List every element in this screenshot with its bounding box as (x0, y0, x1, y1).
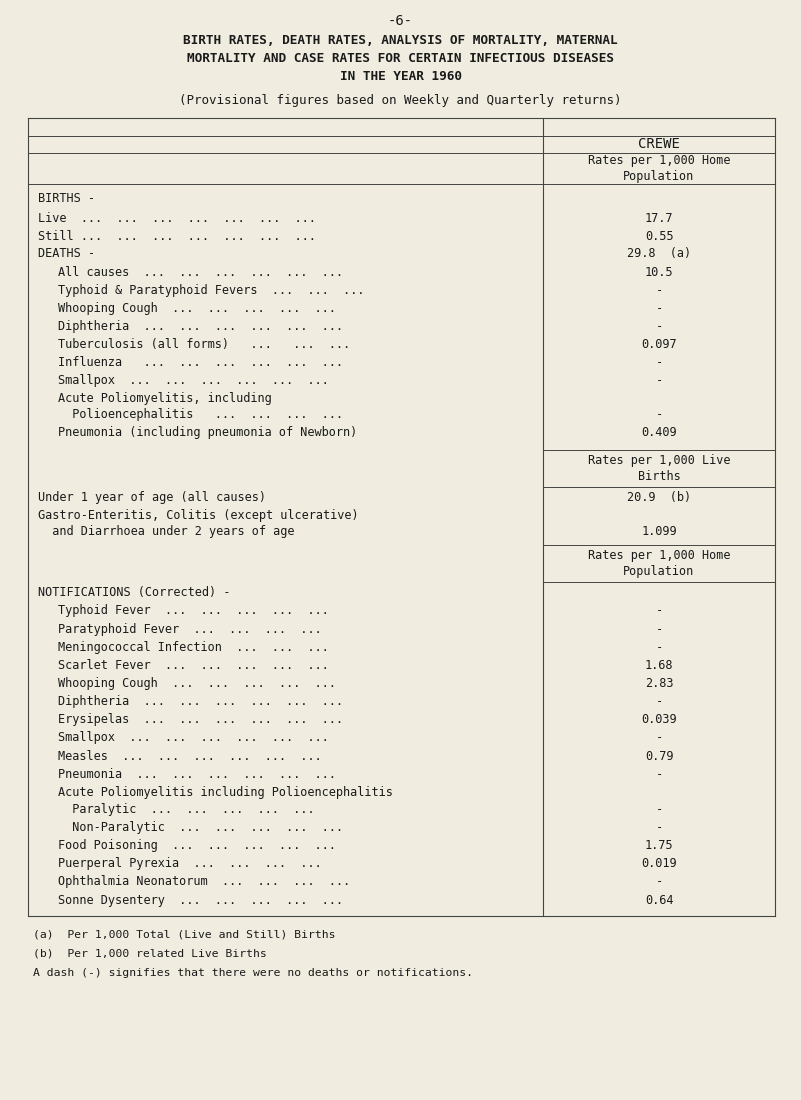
Text: Typhoid & Paratyphoid Fevers  ...  ...  ...: Typhoid & Paratyphoid Fevers ... ... ... (58, 284, 364, 297)
Text: A dash (-) signifies that there were no deaths or notifications.: A dash (-) signifies that there were no … (33, 968, 473, 978)
Text: -: - (655, 408, 662, 421)
Text: BIRTHS -: BIRTHS - (38, 192, 95, 205)
Text: Rates per 1,000 Home
Population: Rates per 1,000 Home Population (588, 549, 731, 579)
Text: Non-Paralytic  ...  ...  ...  ...  ...: Non-Paralytic ... ... ... ... ... (58, 821, 343, 834)
Text: -6-: -6- (388, 14, 413, 28)
Text: 17.7: 17.7 (645, 211, 674, 224)
Text: Typhoid Fever  ...  ...  ...  ...  ...: Typhoid Fever ... ... ... ... ... (58, 604, 328, 617)
Text: -: - (655, 695, 662, 708)
Text: (b)  Per 1,000 related Live Births: (b) Per 1,000 related Live Births (33, 949, 267, 959)
Text: 1.75: 1.75 (645, 839, 674, 853)
Text: Scarlet Fever  ...  ...  ...  ...  ...: Scarlet Fever ... ... ... ... ... (58, 659, 328, 672)
Text: -: - (655, 302, 662, 315)
Text: IN THE YEAR 1960: IN THE YEAR 1960 (340, 70, 461, 82)
Text: MORTALITY AND CASE RATES FOR CERTAIN INFECTIOUS DISEASES: MORTALITY AND CASE RATES FOR CERTAIN INF… (187, 52, 614, 65)
Text: BIRTH RATES, DEATH RATES, ANALYSIS OF MORTALITY, MATERNAL: BIRTH RATES, DEATH RATES, ANALYSIS OF MO… (183, 34, 618, 47)
Text: 29.8  (a): 29.8 (a) (627, 246, 691, 260)
Text: DEATHS -: DEATHS - (38, 246, 95, 260)
Text: and Diarrhoea under 2 years of age: and Diarrhoea under 2 years of age (38, 526, 295, 538)
Text: Puerperal Pyrexia  ...  ...  ...  ...: Puerperal Pyrexia ... ... ... ... (58, 857, 322, 870)
Text: Sonne Dysentery  ...  ...  ...  ...  ...: Sonne Dysentery ... ... ... ... ... (58, 893, 343, 906)
Text: Influenza   ...  ...  ...  ...  ...  ...: Influenza ... ... ... ... ... ... (58, 355, 343, 368)
Text: 0.55: 0.55 (645, 230, 674, 243)
Text: Rates per 1,000 Home
Population: Rates per 1,000 Home Population (588, 154, 731, 184)
Text: Gastro-Enteritis, Colitis (except ulcerative): Gastro-Enteritis, Colitis (except ulcera… (38, 508, 359, 521)
Text: -: - (655, 320, 662, 333)
Text: -: - (655, 374, 662, 387)
Text: Polioencephalitis   ...  ...  ...  ...: Polioencephalitis ... ... ... ... (58, 408, 343, 421)
Text: Food Poisoning  ...  ...  ...  ...  ...: Food Poisoning ... ... ... ... ... (58, 839, 336, 853)
Text: -: - (655, 604, 662, 617)
Text: -: - (655, 876, 662, 889)
Text: Whooping Cough  ...  ...  ...  ...  ...: Whooping Cough ... ... ... ... ... (58, 676, 336, 690)
Text: NOTIFICATIONS (Corrected) -: NOTIFICATIONS (Corrected) - (38, 586, 231, 598)
Text: 1.68: 1.68 (645, 659, 674, 672)
Text: CREWE: CREWE (638, 138, 680, 152)
Text: 1.099: 1.099 (641, 526, 677, 538)
Text: 20.9  (b): 20.9 (b) (627, 491, 691, 504)
Text: -: - (655, 821, 662, 834)
Text: -: - (655, 768, 662, 781)
Text: Acute Poliomyelitis, including: Acute Poliomyelitis, including (58, 392, 272, 405)
Text: All causes  ...  ...  ...  ...  ...  ...: All causes ... ... ... ... ... ... (58, 266, 343, 279)
Text: Acute Poliomyelitis including Polioencephalitis: Acute Poliomyelitis including Polioencep… (58, 785, 392, 799)
Text: (a)  Per 1,000 Total (Live and Still) Births: (a) Per 1,000 Total (Live and Still) Bir… (33, 930, 336, 939)
Text: 0.409: 0.409 (641, 426, 677, 439)
Text: -: - (655, 284, 662, 297)
Text: 0.64: 0.64 (645, 893, 674, 906)
Text: Smallpox  ...  ...  ...  ...  ...  ...: Smallpox ... ... ... ... ... ... (58, 732, 328, 745)
Text: Tuberculosis (all forms)   ...   ...  ...: Tuberculosis (all forms) ... ... ... (58, 338, 350, 351)
Text: Meningococcal Infection  ...  ...  ...: Meningococcal Infection ... ... ... (58, 640, 328, 653)
Text: Smallpox  ...  ...  ...  ...  ...  ...: Smallpox ... ... ... ... ... ... (58, 374, 328, 387)
Text: 0.097: 0.097 (641, 338, 677, 351)
Text: Under 1 year of age (all causes): Under 1 year of age (all causes) (38, 491, 266, 504)
Text: Diphtheria  ...  ...  ...  ...  ...  ...: Diphtheria ... ... ... ... ... ... (58, 695, 343, 708)
Text: Pneumonia (including pneumonia of Newborn): Pneumonia (including pneumonia of Newbor… (58, 426, 357, 439)
Text: 10.5: 10.5 (645, 266, 674, 279)
Text: 2.83: 2.83 (645, 676, 674, 690)
Text: Diphtheria  ...  ...  ...  ...  ...  ...: Diphtheria ... ... ... ... ... ... (58, 320, 343, 333)
Text: -: - (655, 623, 662, 636)
Text: -: - (655, 803, 662, 816)
Text: Still ...  ...  ...  ...  ...  ...  ...: Still ... ... ... ... ... ... ... (38, 230, 316, 243)
Text: -: - (655, 355, 662, 368)
Text: Rates per 1,000 Live
Births: Rates per 1,000 Live Births (588, 453, 731, 483)
Text: Paratyphoid Fever  ...  ...  ...  ...: Paratyphoid Fever ... ... ... ... (58, 623, 322, 636)
Text: 0.019: 0.019 (641, 857, 677, 870)
Text: Whooping Cough  ...  ...  ...  ...  ...: Whooping Cough ... ... ... ... ... (58, 302, 336, 315)
Text: (Provisional figures based on Weekly and Quarterly returns): (Provisional figures based on Weekly and… (179, 94, 622, 107)
Text: -: - (655, 640, 662, 653)
Text: Erysipelas  ...  ...  ...  ...  ...  ...: Erysipelas ... ... ... ... ... ... (58, 713, 343, 726)
Text: Paralytic  ...  ...  ...  ...  ...: Paralytic ... ... ... ... ... (58, 803, 315, 816)
Text: Ophthalmia Neonatorum  ...  ...  ...  ...: Ophthalmia Neonatorum ... ... ... ... (58, 876, 350, 889)
Text: Measles  ...  ...  ...  ...  ...  ...: Measles ... ... ... ... ... ... (58, 749, 322, 762)
Text: Pneumonia  ...  ...  ...  ...  ...  ...: Pneumonia ... ... ... ... ... ... (58, 768, 336, 781)
Text: Live  ...  ...  ...  ...  ...  ...  ...: Live ... ... ... ... ... ... ... (38, 211, 316, 224)
Text: 0.039: 0.039 (641, 713, 677, 726)
Text: -: - (655, 732, 662, 745)
Text: 0.79: 0.79 (645, 749, 674, 762)
